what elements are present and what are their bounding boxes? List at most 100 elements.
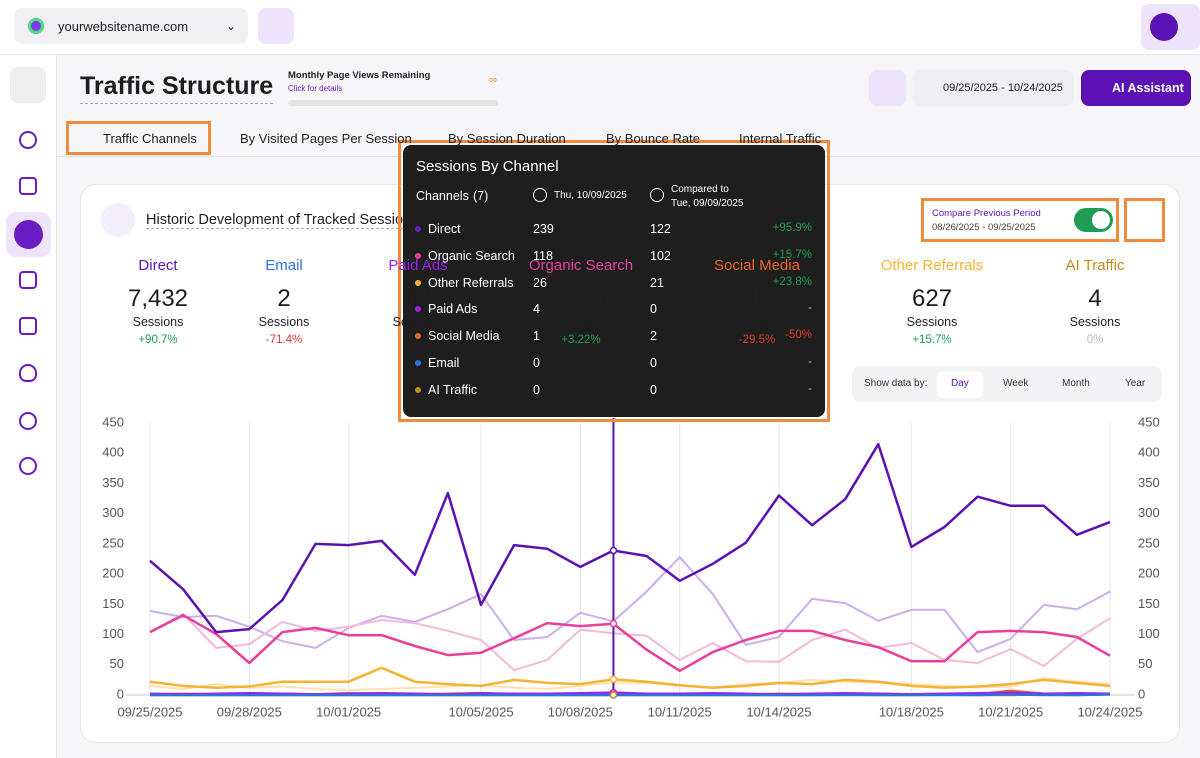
tab[interactable]: Internal Traffic [739, 131, 822, 146]
site-selector[interactable]: yourwebsitename.com ⌄ [14, 8, 248, 44]
tooltip [403, 145, 825, 417]
profile-menu[interactable] [1141, 4, 1200, 50]
card-total: 627 [911, 285, 953, 312]
y2-tick-label: 50 [1138, 656, 1152, 671]
nav-icon[interactable] [19, 317, 37, 335]
tab[interactable]: By Bounce Rate [606, 131, 700, 146]
nav-icon[interactable] [19, 271, 37, 289]
panel-icon [101, 203, 135, 237]
nav-icon[interactable] [19, 412, 37, 430]
x-tick-label: 10/21/2025 [978, 704, 1043, 719]
option-active[interactable] [937, 371, 983, 398]
tooltip-change: +95.9% [772, 222, 812, 234]
tooltip-compared-label: Compared to [671, 184, 729, 195]
previous-line [149, 556, 1111, 654]
x-tick-label: 10/14/2025 [746, 704, 811, 719]
tooltip-channels-count: (7) [473, 189, 489, 203]
card-name: AI Traffic [1065, 257, 1125, 274]
tooltip-current: 0 [533, 356, 540, 370]
nav-active[interactable] [6, 212, 51, 257]
y2-tick-label: 400 [1138, 445, 1160, 460]
sidebar [0, 55, 57, 758]
y-tick-label: 200 [102, 566, 124, 581]
legend-dot [415, 252, 421, 259]
tooltip-channel: Paid Ads [428, 302, 478, 317]
highlight [1124, 198, 1165, 242]
card-unit: Sessions [132, 315, 184, 329]
tooltip-change: -50% [785, 329, 812, 342]
compare-label: Compare Previous Period [932, 208, 1041, 219]
tooltip-channel: AI Traffic [428, 382, 478, 397]
tooltip-change: - [808, 302, 812, 315]
tooltip-current: 118 [533, 248, 553, 263]
series-line [149, 442, 1111, 634]
y2-tick-label: 450 [1138, 414, 1160, 429]
ai-assistant-button[interactable]: AI Assistant [1081, 70, 1191, 106]
tooltip-current: 26 [533, 275, 547, 290]
legend-dot [415, 306, 421, 313]
legend-dot [415, 226, 421, 232]
nav-icon[interactable] [19, 131, 37, 149]
y2-tick-label: 350 [1138, 475, 1160, 490]
granularity-option[interactable]: Year [1125, 378, 1146, 389]
card-unit: Sessions [906, 315, 958, 329]
highlight [398, 140, 830, 422]
card-unit: Sessions [731, 315, 783, 329]
y2-tick-label: 100 [1138, 626, 1160, 641]
hover-point [609, 546, 618, 555]
y2-tick-label: 150 [1138, 596, 1160, 611]
x-tick-label: 10/05/2025 [448, 704, 513, 719]
y2-tick-label: 300 [1138, 505, 1160, 520]
tooltip-channels-label: Channels [416, 189, 469, 203]
y-tick-label: 350 [102, 475, 124, 490]
tooltip-compared-date: Tue, 09/09/2025 [671, 198, 744, 209]
granularity-selector [852, 366, 1162, 402]
date-range: 09/25/2025 - 10/24/2025 [943, 82, 1063, 94]
refresh-button[interactable] [869, 70, 906, 106]
card-change: 0% [1086, 334, 1104, 346]
card-name: Organic Search [528, 257, 634, 274]
tooltip-change: - [808, 356, 812, 368]
nav-icon[interactable] [19, 364, 37, 382]
x-tick-label: 10/08/2025 [548, 704, 613, 719]
card-change: -71.4% [265, 334, 303, 346]
quota-label: Monthly Page Views Remaining [288, 70, 431, 81]
x-tick-label: 10/24/2025 [1077, 704, 1142, 719]
date-picker[interactable]: 09/25/2025 - 10/24/2025 [913, 70, 1074, 106]
tooltip-date: Thu, 10/09/2025 [554, 190, 627, 201]
granularity-option[interactable]: Month [1062, 378, 1090, 389]
y2-tick-label: 200 [1138, 566, 1160, 581]
clock-icon [533, 188, 547, 202]
nav-icon[interactable] [19, 177, 37, 195]
collapse-button[interactable] [10, 67, 46, 103]
y2-tick-label: 250 [1138, 535, 1160, 550]
previous-line [149, 677, 1111, 692]
y-tick-label: 450 [102, 414, 124, 429]
quota-link[interactable]: Click for details [288, 84, 343, 93]
card-total: 7,432 [127, 285, 189, 312]
tab[interactable]: By Visited Pages Per Session [240, 131, 412, 146]
tooltip-channel: Email [428, 356, 460, 370]
card-unit: Sessions [1069, 315, 1121, 329]
tab[interactable]: Traffic Channels [103, 131, 197, 146]
tooltip-channel: Other Referrals [428, 275, 514, 290]
compare-toggle[interactable] [1074, 208, 1113, 232]
card-change: +15.7% [912, 334, 952, 346]
tooltip-change: +23.8% [772, 275, 812, 288]
tooltip-current: 0 [533, 382, 540, 397]
tooltip-previous: 0 [650, 302, 657, 317]
granularity-option[interactable]: Week [1003, 378, 1029, 389]
tab[interactable]: By Session Duration [448, 131, 566, 146]
highlight [66, 121, 211, 155]
legend-dot [415, 386, 421, 393]
open-site-button[interactable] [258, 8, 294, 44]
y-tick-label: 100 [102, 626, 124, 641]
series-line [150, 693, 1111, 697]
card-change: +3.22% [561, 334, 601, 346]
nav-icon[interactable] [19, 457, 37, 475]
tooltip-previous: 21 [650, 275, 664, 290]
granularity-option[interactable]: Day [951, 378, 969, 389]
card-name: Social Media [714, 257, 800, 274]
